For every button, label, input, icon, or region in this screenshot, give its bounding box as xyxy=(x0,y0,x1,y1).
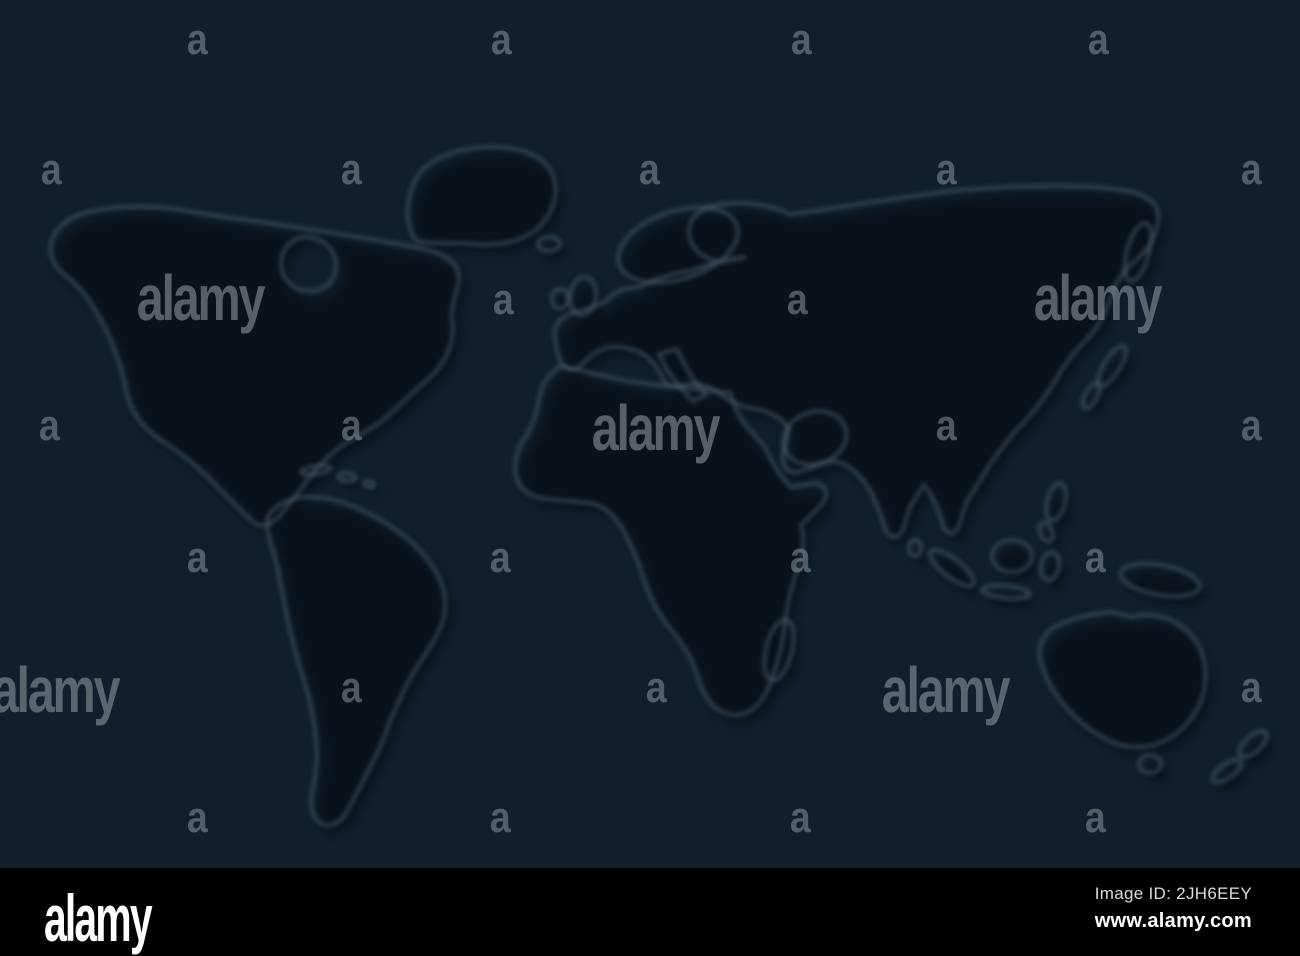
footer-bar: alamy Image ID: 2JH6EEY www.alamy.com xyxy=(0,868,1300,956)
footer-info: Image ID: 2JH6EEY www.alamy.com xyxy=(1095,884,1252,933)
world-map-artwork xyxy=(48,144,1277,834)
alamy-logo: alamy xyxy=(44,881,153,955)
image-id-text: Image ID: 2JH6EEY xyxy=(1094,884,1252,903)
website-url-text: www.alamy.com xyxy=(1094,910,1252,932)
